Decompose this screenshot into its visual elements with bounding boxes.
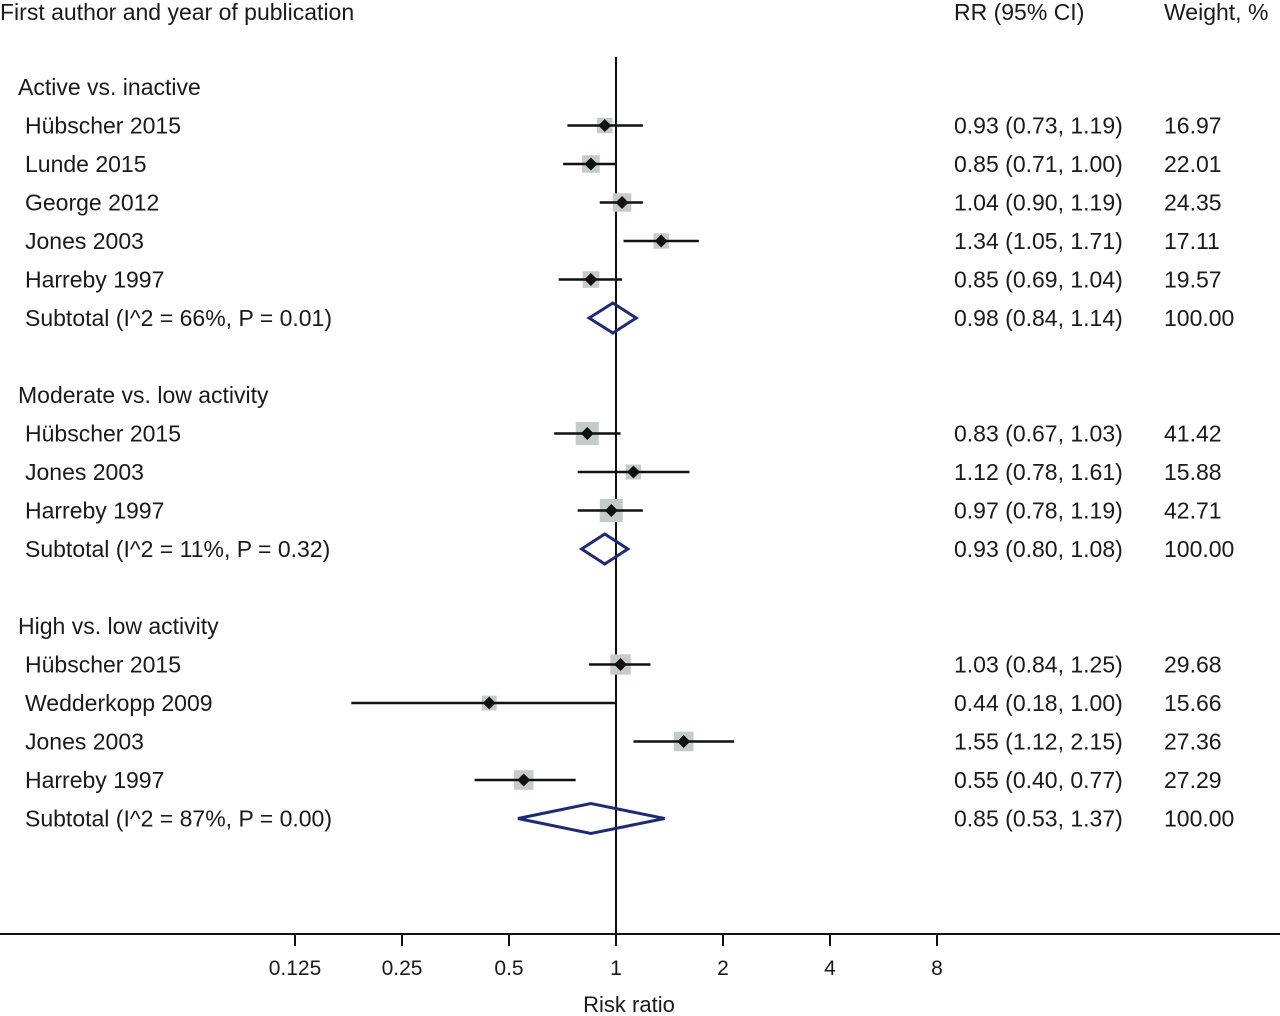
estimate-text: 0.85 (0.71, 1.00) <box>954 151 1123 177</box>
study-label: Jones 2003 <box>25 459 144 485</box>
estimate-text: 1.04 (0.90, 1.19) <box>954 190 1123 216</box>
group-heading: Active vs. inactive <box>18 74 201 100</box>
weight-text: 27.29 <box>1164 767 1222 793</box>
weight-text: 15.88 <box>1164 459 1222 485</box>
x-axis: 0.125 0.25 0.5 1 2 4 8 <box>0 933 1280 980</box>
subtotal-label: Subtotal (I^2 = 66%, P = 0.01) <box>25 305 332 331</box>
point-estimate <box>654 234 668 248</box>
study-label: Jones 2003 <box>25 228 144 254</box>
x-tick-label: 0.5 <box>494 957 523 980</box>
group-heading: Moderate vs. low activity <box>18 382 269 408</box>
subtotal-weight-text: 100.00 <box>1164 305 1234 331</box>
study-label: Hübscher 2015 <box>25 652 181 678</box>
point-estimate <box>517 773 531 787</box>
weight-text: 16.97 <box>1164 113 1222 139</box>
subtotal-diamond <box>578 532 631 566</box>
point-estimate <box>615 196 629 209</box>
x-tick-label: 1 <box>610 957 622 980</box>
weight-text: 15.66 <box>1164 690 1222 716</box>
weight-text: 19.57 <box>1164 267 1222 293</box>
subtotal-label: Subtotal (I^2 = 11%, P = 0.32) <box>25 536 330 562</box>
group-heading: High vs. low activity <box>18 613 219 639</box>
point-estimate <box>584 273 598 286</box>
weight-text: 27.36 <box>1164 729 1222 755</box>
subtotal-estimate-text: 0.85 (0.53, 1.37) <box>954 806 1123 832</box>
study-label: Jones 2003 <box>25 729 144 755</box>
estimate-text: 0.97 (0.78, 1.19) <box>954 498 1123 524</box>
x-tick-label: 2 <box>717 957 729 980</box>
study-label: Harreby 1997 <box>25 267 164 293</box>
estimate-text: 0.55 (0.40, 0.77) <box>954 767 1123 793</box>
estimate-text: 0.83 (0.67, 1.03) <box>954 421 1123 447</box>
estimate-text: 0.93 (0.73, 1.19) <box>954 113 1123 139</box>
x-tick-label: 0.25 <box>382 957 423 980</box>
estimate-text: 1.34 (1.05, 1.71) <box>954 228 1123 254</box>
subtotal-label: Subtotal (I^2 = 87%, P = 0.00) <box>25 806 332 832</box>
estimate-text: 1.12 (0.78, 1.61) <box>954 459 1123 485</box>
estimate-text: 0.44 (0.18, 1.00) <box>954 690 1123 716</box>
study-label: Hübscher 2015 <box>25 421 181 447</box>
subtotal-diamond <box>586 301 640 335</box>
point-estimate <box>614 658 628 671</box>
point-estimate <box>598 119 612 132</box>
study-label: Harreby 1997 <box>25 767 164 793</box>
study-column-header: First author and year of publication <box>0 0 354 25</box>
subtotal-weight-text: 100.00 <box>1164 806 1234 832</box>
x-axis-title: Risk ratio <box>583 992 675 1016</box>
weight-column-header: Weight, % <box>1164 0 1268 25</box>
weight-text: 41.42 <box>1164 421 1222 447</box>
subtotal-diamond <box>517 801 665 836</box>
subtotal-estimate-text: 0.98 (0.84, 1.14) <box>954 305 1123 331</box>
point-estimate <box>584 157 598 171</box>
x-tick-label: 4 <box>824 957 836 980</box>
weight-text: 42.71 <box>1164 498 1222 524</box>
study-label: Wedderkopp 2009 <box>25 690 213 716</box>
x-tick-label: 8 <box>931 957 943 980</box>
estimate-text: 1.55 (1.12, 2.15) <box>954 729 1123 755</box>
point-estimate <box>580 427 594 440</box>
point-estimate <box>482 696 496 710</box>
estimate-text: 1.03 (0.84, 1.25) <box>954 652 1123 678</box>
subtotal-estimate-text: 0.93 (0.80, 1.08) <box>954 536 1123 562</box>
study-label: Hübscher 2015 <box>25 113 181 139</box>
weight-text: 17.11 <box>1164 228 1220 254</box>
forest-rows: Active vs. inactive Hübscher 2015 0.93 (0.… <box>18 57 1234 934</box>
weight-text: 22.01 <box>1164 151 1222 177</box>
point-estimate <box>604 504 618 517</box>
x-tick-label: 0.125 <box>269 957 322 980</box>
point-estimate <box>626 465 640 479</box>
subtotal-weight-text: 100.00 <box>1164 536 1234 562</box>
point-estimate <box>677 735 691 748</box>
estimate-column-header: RR (95% CI) <box>954 0 1084 25</box>
estimate-text: 0.85 (0.69, 1.04) <box>954 267 1123 293</box>
study-label: Lunde 2015 <box>25 151 147 177</box>
study-label: Harreby 1997 <box>25 498 164 524</box>
weight-text: 29.68 <box>1164 652 1222 678</box>
study-label: George 2012 <box>25 190 159 216</box>
weight-text: 24.35 <box>1164 190 1222 216</box>
